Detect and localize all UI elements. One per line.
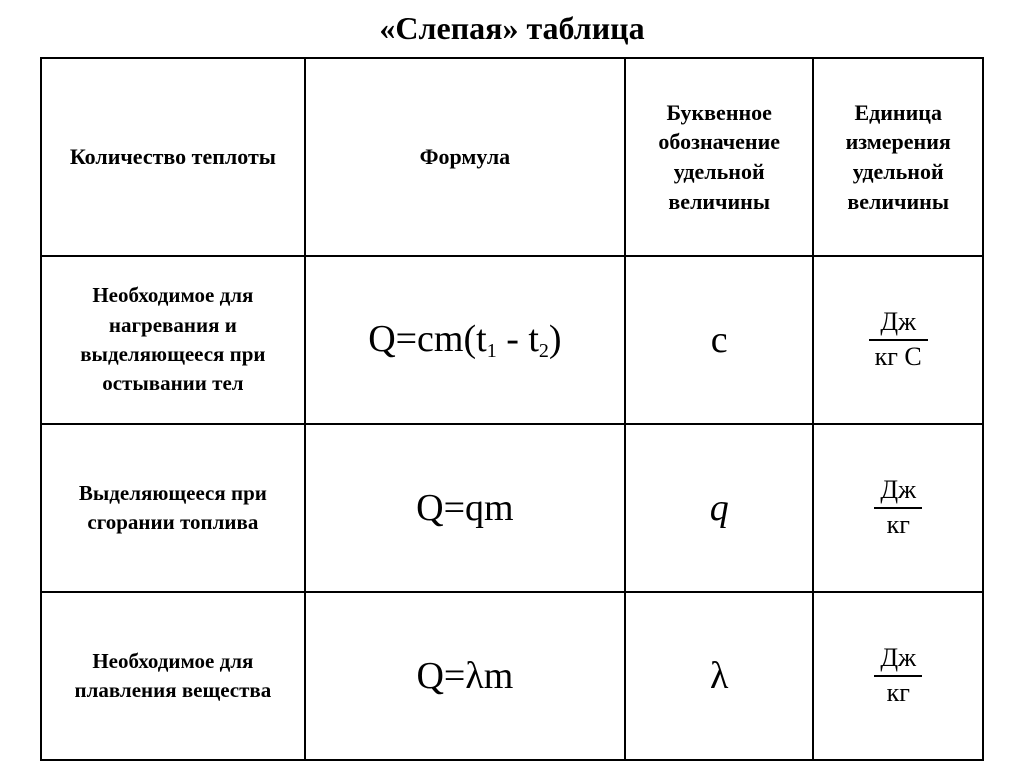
unit-fraction: Джкг С bbox=[820, 308, 976, 371]
cell-unit: Джкг bbox=[813, 592, 983, 760]
header-symbol: Буквенное обозначение удельной величины bbox=[625, 58, 813, 256]
page: «Слепая» таблица Количество теплоты Форм… bbox=[0, 0, 1024, 767]
physics-table: Количество теплоты Формула Буквенное обо… bbox=[40, 57, 984, 761]
header-formula: Формула bbox=[305, 58, 625, 256]
unit-denominator: кг bbox=[874, 509, 922, 540]
description-text: Необходимое для плавления вещества bbox=[48, 647, 298, 706]
cell-symbol: c bbox=[625, 256, 813, 424]
cell-formula: Q=λm bbox=[305, 592, 625, 760]
cell-unit: Джкг С bbox=[813, 256, 983, 424]
page-title: «Слепая» таблица bbox=[40, 10, 984, 47]
description-text: Необходимое для нагревания и выделяющеес… bbox=[48, 281, 298, 399]
cell-description: Необходимое для нагревания и выделяющеес… bbox=[41, 256, 305, 424]
formula-text: Q=λm bbox=[312, 654, 618, 698]
unit-numerator: Дж bbox=[874, 644, 922, 677]
cell-symbol: q bbox=[625, 424, 813, 592]
header-heat-quantity: Количество теплоты bbox=[41, 58, 305, 256]
formula-text: Q=qm bbox=[312, 486, 618, 530]
unit-fraction: Джкг bbox=[820, 476, 976, 539]
cell-unit: Джкг bbox=[813, 424, 983, 592]
cell-description: Необходимое для плавления вещества bbox=[41, 592, 305, 760]
symbol-text: c bbox=[632, 318, 806, 362]
cell-formula: Q=cm(t1 - t2) bbox=[305, 256, 625, 424]
symbol-text: q bbox=[632, 486, 806, 530]
unit-denominator: кг С bbox=[869, 341, 928, 372]
unit-fraction: Джкг bbox=[820, 644, 976, 707]
formula-text: Q=cm(t1 - t2) bbox=[312, 317, 618, 363]
table-row: Необходимое для плавления веществаQ=λmλД… bbox=[41, 592, 983, 760]
description-text: Выделяющееся при сгорании топлива bbox=[48, 479, 298, 538]
cell-symbol: λ bbox=[625, 592, 813, 760]
unit-numerator: Дж bbox=[869, 308, 928, 341]
symbol-text: λ bbox=[632, 654, 806, 698]
header-unit: Единица измерения удельной величины bbox=[813, 58, 983, 256]
unit-denominator: кг bbox=[874, 677, 922, 708]
unit-numerator: Дж bbox=[874, 476, 922, 509]
table-header-row: Количество теплоты Формула Буквенное обо… bbox=[41, 58, 983, 256]
cell-description: Выделяющееся при сгорании топлива bbox=[41, 424, 305, 592]
cell-formula: Q=qm bbox=[305, 424, 625, 592]
table-body: Необходимое для нагревания и выделяющеес… bbox=[41, 256, 983, 760]
table-row: Необходимое для нагревания и выделяющеес… bbox=[41, 256, 983, 424]
table-row: Выделяющееся при сгорании топлива Q=qm q Дж… bbox=[41, 424, 983, 592]
